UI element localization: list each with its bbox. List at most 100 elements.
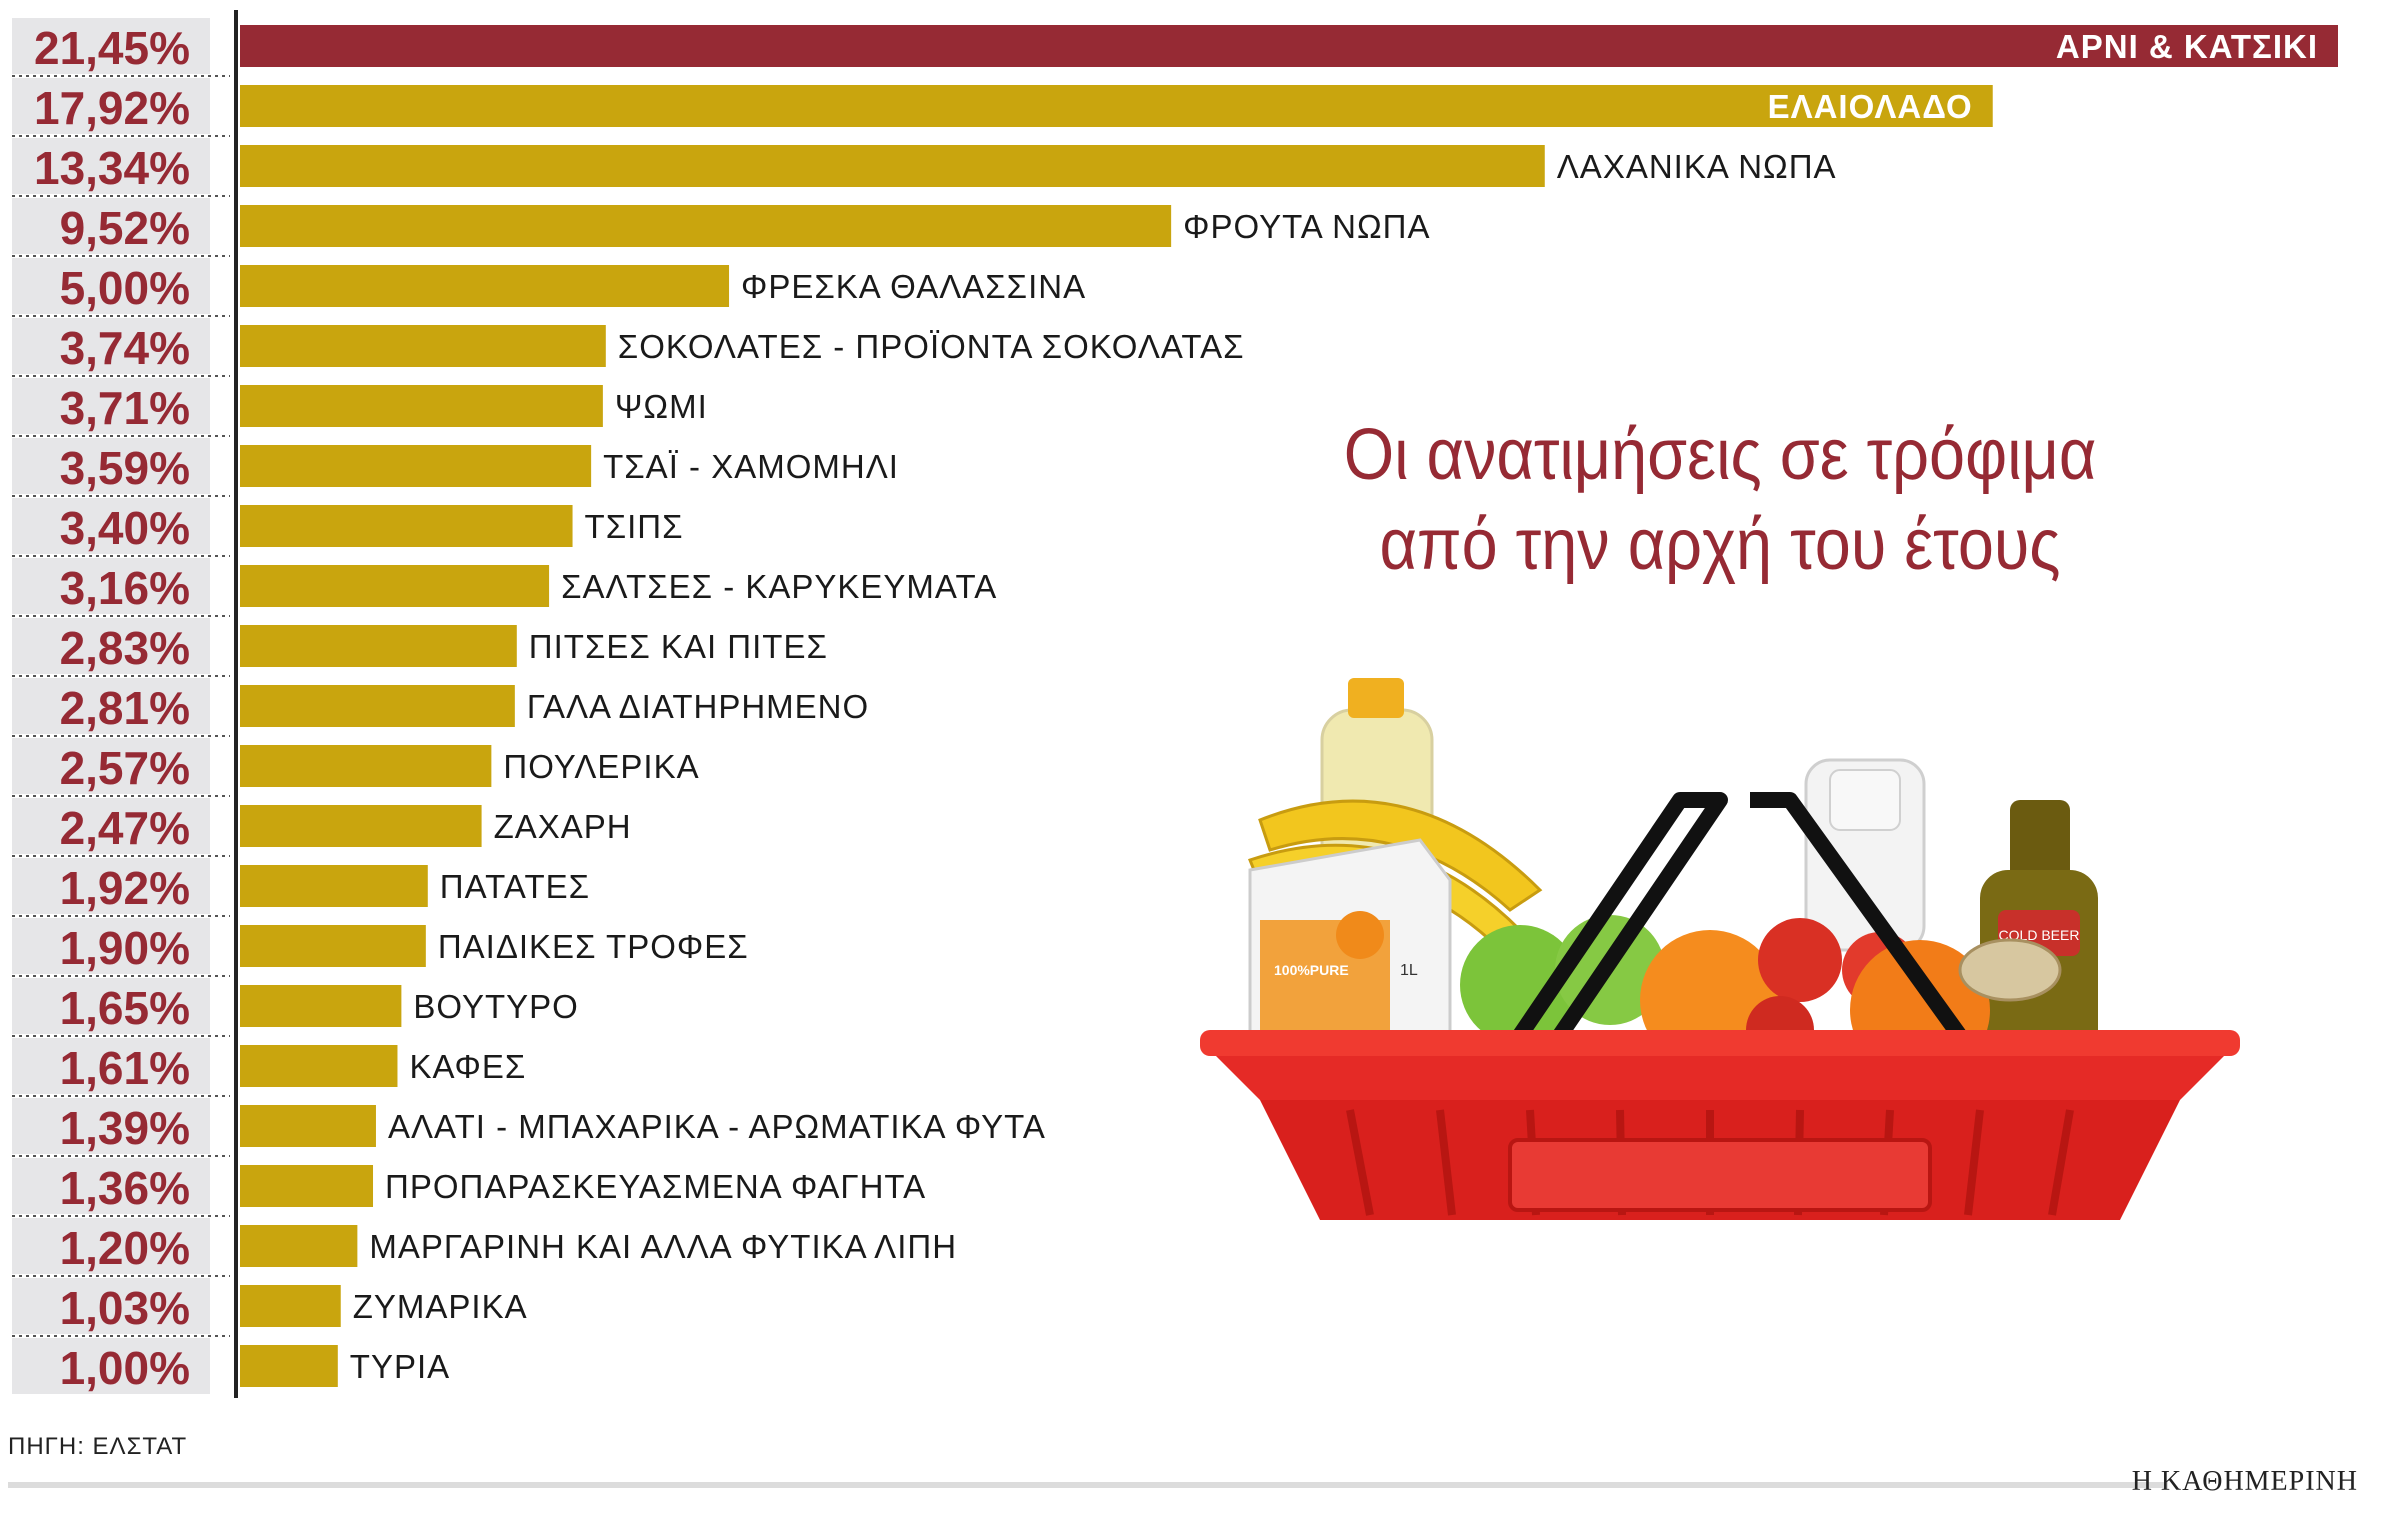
svg-text:100%PURE: 100%PURE <box>1274 962 1349 978</box>
category-label: ΠΡΟΠΑΡΑΣΚΕΥΑΣΜΕΝΑ ΦΑΓΗΤΑ <box>385 1168 926 1205</box>
value-label-bg <box>12 198 210 254</box>
category-label: ΚΑΦΕΣ <box>409 1048 526 1085</box>
value-label-bg <box>12 1338 210 1394</box>
value-label-bg <box>12 738 210 794</box>
value-label: 3,40% <box>60 502 190 554</box>
value-label-bg <box>12 258 210 314</box>
bar <box>240 205 1172 247</box>
chart-title: Οι ανατιμήσεις σε τρόφιμα από την αρχή τ… <box>1234 410 2206 590</box>
bar <box>240 445 592 487</box>
category-label: ΒΟΥΤΥΡΟ <box>413 988 578 1025</box>
category-label: ΤΥΡΙΑ <box>350 1348 450 1385</box>
basket-handles-icon <box>1503 792 1977 1055</box>
value-label: 9,52% <box>60 202 190 254</box>
bar <box>240 265 730 307</box>
value-label-bg <box>12 498 210 554</box>
bar <box>240 625 517 667</box>
value-label: 1,61% <box>60 1042 190 1094</box>
category-label: ΦΡΟΥΤΑ ΝΩΠΑ <box>1183 208 1430 245</box>
bar <box>240 925 426 967</box>
source-note: ΠΗΓΗ: ΕΛΣΤΑΤ <box>8 1433 188 1460</box>
bar <box>240 865 428 907</box>
category-label: ΜΑΡΓΑΡΙΝΗ ΚΑΙ ΑΛΛΑ ΦΥΤΙΚΑ ΛΙΠΗ <box>369 1228 957 1265</box>
value-label-bg <box>12 1158 210 1214</box>
category-label: ΠΑΤΑΤΕΣ <box>440 868 590 905</box>
value-label-bg <box>12 618 210 674</box>
value-label-bg <box>12 18 210 74</box>
bar <box>240 1045 398 1087</box>
value-label-bg <box>12 1218 210 1274</box>
value-label: 1,36% <box>60 1162 190 1214</box>
value-label: 1,39% <box>60 1102 190 1154</box>
value-label-bg <box>12 438 210 494</box>
value-label-bg <box>12 558 210 614</box>
value-label-bg <box>12 378 210 434</box>
value-label: 3,59% <box>60 442 190 494</box>
value-label-bg <box>12 918 210 974</box>
category-label: ΑΛΑΤΙ - ΜΠΑΧΑΡΙΚΑ - ΑΡΩΜΑΤΙΚΑ ΦΥΤΑ <box>388 1108 1046 1145</box>
category-label: ΦΡΕΣΚΑ ΘΑΛΑΣΣΙΝΑ <box>741 268 1086 305</box>
category-label: ΠΟΥΛΕΡΙΚΑ <box>503 748 699 785</box>
bar <box>240 1105 376 1147</box>
basket-body-icon <box>1200 1030 2240 1220</box>
bar <box>240 565 550 607</box>
value-label: 17,92% <box>34 82 190 134</box>
bar <box>240 25 2338 67</box>
category-label: ΤΣΑΪ - ΧΑΜΟΜΗΛΙ <box>603 448 899 485</box>
category-label: ΨΩΜΙ <box>615 388 708 425</box>
value-label-bg <box>12 798 210 854</box>
value-label: 13,34% <box>34 142 190 194</box>
category-label: ΠΙΤΣΕΣ ΚΑΙ ΠΙΤΕΣ <box>529 628 828 665</box>
value-label-bg <box>12 858 210 914</box>
value-label: 1,20% <box>60 1222 190 1274</box>
value-label-bg <box>12 978 210 1034</box>
value-label-bg <box>12 1098 210 1154</box>
category-label: ΤΣΙΠΣ <box>585 508 684 545</box>
value-label-bg <box>12 138 210 194</box>
bar <box>240 1285 341 1327</box>
bar <box>240 385 603 427</box>
value-label-bg <box>12 78 210 134</box>
milk-bottle-icon <box>1804 758 1926 952</box>
value-label: 2,83% <box>60 622 190 674</box>
value-label: 1,03% <box>60 1282 190 1334</box>
shopping-basket-illustration: COLD BEER 100%PURE 1L <box>1200 678 2240 1220</box>
bar <box>240 1165 374 1207</box>
value-label: 3,71% <box>60 382 190 434</box>
value-label-bg <box>12 1278 210 1334</box>
category-label: ΓΑΛΑ ΔΙΑΤΗΡΗΜΕΝΟ <box>527 688 869 725</box>
title-line-1: Οι ανατιμήσεις σε τρόφιμα <box>1343 415 2097 495</box>
title-line-2: από την αρχή του έτους <box>1379 505 2061 585</box>
svg-text:1L: 1L <box>1400 962 1418 979</box>
bar <box>240 685 515 727</box>
bar <box>240 325 606 367</box>
category-label: ΣΟΚΟΛΑΤΕΣ - ΠΡΟΪΟΝΤΑ ΣΟΚΟΛΑΤΑΣ <box>618 328 1245 365</box>
value-label: 3,74% <box>60 322 190 374</box>
category-label: ΖΥΜΑΡΙΚΑ <box>353 1288 528 1325</box>
value-label: 5,00% <box>60 262 190 314</box>
value-label: 2,47% <box>60 802 190 854</box>
beer-bottle-icon: COLD BEER <box>1980 800 2098 1060</box>
category-label: ΛΑΧΑΝΙΚΑ ΝΩΠΑ <box>1557 148 1837 185</box>
value-label: 2,57% <box>60 742 190 794</box>
value-label: 2,81% <box>60 682 190 734</box>
category-label: ΕΛΑΙΟΛΑΔΟ <box>1768 88 1973 125</box>
bar <box>240 1345 338 1387</box>
juice-carton-icon: 100%PURE 1L <box>1248 838 1452 1052</box>
category-label: ΠΑΙΔΙΚΕΣ ΤΡΟΦΕΣ <box>438 928 749 965</box>
category-label: ΑΡΝΙ & ΚΑΤΣΙΚΙ <box>2056 28 2318 65</box>
value-label: 3,16% <box>60 562 190 614</box>
value-label-bg <box>12 318 210 374</box>
publisher-logo: Η ΚΑΘΗΜΕΡΙΝΗ <box>2131 1466 2358 1497</box>
category-label: ΣΑΛΤΣΕΣ - ΚΑΡΥΚΕΥΜΑΤΑ <box>561 568 997 605</box>
bar <box>240 985 402 1027</box>
bar <box>240 1225 358 1267</box>
bar <box>240 505 573 547</box>
value-label: 1,90% <box>60 922 190 974</box>
value-label: 1,00% <box>60 1342 190 1394</box>
value-label-bg <box>12 1038 210 1094</box>
bar <box>240 85 1993 127</box>
value-label: 1,65% <box>60 982 190 1034</box>
bar <box>240 145 1545 187</box>
